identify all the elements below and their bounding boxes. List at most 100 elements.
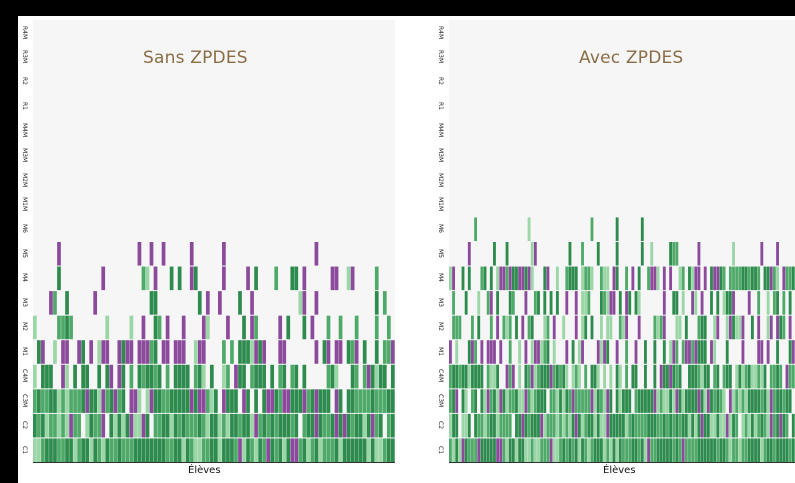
heatmap-cell	[710, 340, 713, 364]
y-tick-label: R1	[437, 101, 444, 110]
heatmap-cell	[508, 266, 512, 291]
heatmap-cell	[574, 389, 578, 413]
heatmap-cell	[461, 389, 465, 413]
heatmap-cell	[747, 291, 751, 315]
heatmap-cell	[631, 266, 635, 291]
heatmap-cell	[282, 438, 287, 462]
heatmap-cell	[700, 364, 704, 389]
heatmap-cell	[153, 438, 158, 462]
heatmap-cell	[772, 389, 776, 413]
heatmap-cell	[552, 438, 556, 462]
heatmap-cell	[706, 413, 710, 438]
heatmap-cell	[502, 438, 506, 462]
heatmap-cell	[85, 438, 90, 462]
y-tick-label: R1	[21, 101, 28, 110]
heatmap-cell	[65, 364, 69, 389]
heatmap-cell	[205, 315, 210, 340]
heatmap-cell	[464, 438, 468, 462]
heatmap-cell	[483, 413, 487, 438]
heatmap-cell	[609, 364, 613, 389]
heatmap-cell	[760, 389, 764, 413]
heatmap-cell	[250, 364, 254, 389]
heatmap-cell	[362, 413, 367, 438]
heatmap-cell	[69, 315, 73, 340]
heatmap-cell	[681, 291, 685, 315]
heatmap-cell	[524, 291, 528, 315]
y-tick-label: M2M	[437, 172, 444, 187]
heatmap-cell	[350, 438, 355, 462]
y-tick-label: M1	[437, 346, 444, 356]
heatmap-cell	[141, 413, 146, 438]
heatmap-cell	[599, 266, 603, 291]
heatmap-cell	[769, 413, 773, 438]
heatmap-grid-avec-zpdes	[449, 217, 795, 462]
heatmap-cell	[521, 315, 525, 340]
heatmap-cell	[73, 438, 77, 462]
y-tick-label: M3M	[21, 147, 28, 163]
heatmap-cell	[644, 364, 647, 389]
heatmap-cell	[647, 266, 651, 291]
heatmap-cell	[581, 389, 584, 413]
heatmap-cell	[769, 315, 773, 340]
heatmap-cell	[785, 266, 789, 291]
heatmap-cell	[458, 438, 462, 462]
heatmap-cell	[57, 413, 61, 438]
heatmap-cell	[697, 242, 701, 266]
heatmap-cell	[678, 389, 682, 413]
heatmap-cell	[625, 389, 628, 413]
heatmap-cell	[625, 315, 628, 340]
heatmap-cell	[452, 389, 455, 413]
heatmap-cell	[555, 438, 559, 462]
heatmap-cell	[455, 315, 459, 340]
heatmap-cell	[666, 364, 669, 389]
heatmap-cell	[286, 413, 291, 438]
heatmap-cell	[618, 389, 622, 413]
heatmap-cell	[278, 315, 283, 340]
heatmap-cell	[358, 438, 363, 462]
heatmap-cell	[41, 389, 45, 413]
heatmap-cell	[181, 389, 186, 413]
heatmap-cell	[571, 340, 575, 364]
heatmap-cell	[45, 438, 49, 462]
heatmap-cell	[250, 340, 254, 364]
heatmap-cell	[700, 291, 704, 315]
heatmap-cell	[772, 413, 776, 438]
heatmap-cell	[722, 438, 726, 462]
heatmap-cell	[634, 413, 638, 438]
heatmap-cell	[238, 364, 242, 389]
heatmap-cell	[109, 413, 114, 438]
heatmap-cell	[738, 438, 742, 462]
heatmap-cell	[593, 364, 597, 389]
heatmap-cell	[581, 413, 584, 438]
heatmap-cell	[69, 438, 73, 462]
heatmap-cell	[366, 364, 371, 389]
heatmap-cell	[555, 364, 559, 389]
heatmap-cell	[342, 438, 347, 462]
heatmap-cell	[650, 266, 654, 291]
heatmap-cell	[577, 438, 581, 462]
heatmap-cell	[754, 266, 757, 291]
y-tick-label: M6	[437, 224, 444, 234]
heatmap-cell	[153, 315, 158, 340]
heatmap-cell	[483, 438, 487, 462]
heatmap-cell	[684, 413, 688, 438]
heatmap-cell	[788, 364, 792, 389]
heatmap-cell	[374, 438, 379, 462]
heatmap-cell	[242, 389, 246, 413]
heatmap-cell	[493, 364, 496, 389]
heatmap-cell	[290, 389, 295, 413]
heatmap-cell	[290, 413, 295, 438]
heatmap-cell	[262, 413, 266, 438]
heatmap-cell	[254, 266, 258, 291]
heatmap-cell	[238, 291, 242, 315]
heatmap-cell	[650, 413, 654, 438]
heatmap-cell	[603, 438, 606, 462]
heatmap-cell	[571, 413, 575, 438]
heatmap-cell	[157, 389, 162, 413]
heatmap-cell	[362, 389, 367, 413]
heatmap-cell	[193, 340, 198, 364]
heatmap-cell	[596, 389, 600, 413]
heatmap-cell	[678, 364, 682, 389]
heatmap-cell	[278, 364, 283, 389]
heatmap-cell	[691, 266, 695, 291]
